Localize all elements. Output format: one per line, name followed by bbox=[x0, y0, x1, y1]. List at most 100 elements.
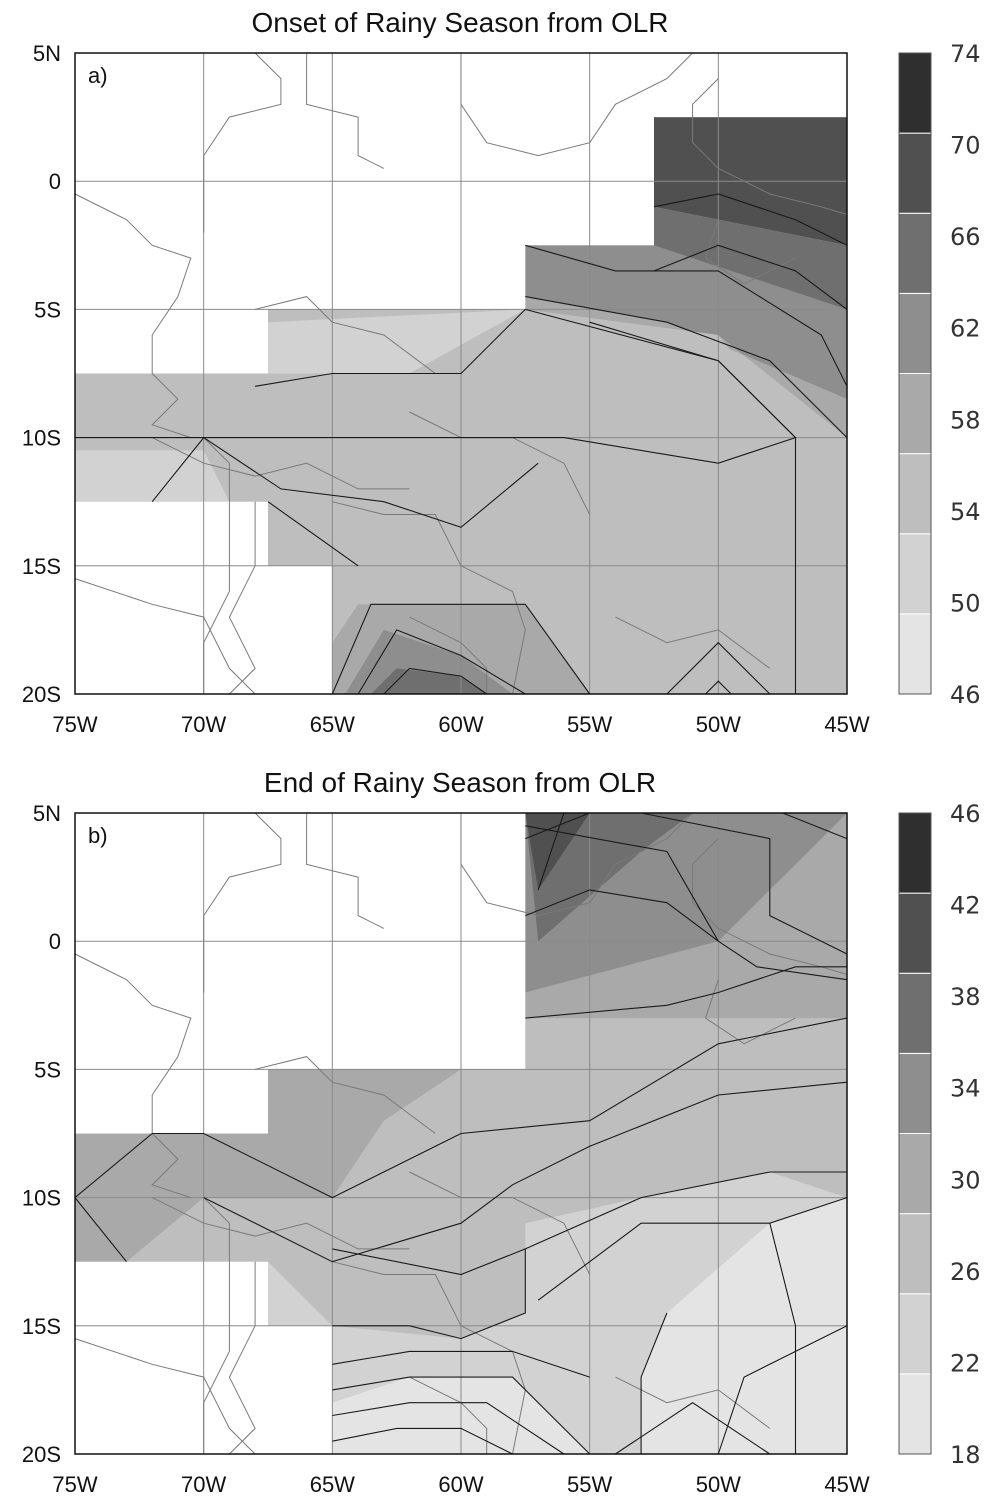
contour-line bbox=[267, 501, 359, 567]
coastline bbox=[203, 52, 282, 233]
coastline bbox=[306, 53, 385, 169]
contour-line bbox=[74, 1197, 127, 1263]
colorbar: 46 50 54 58 62 66 70 74 bbox=[898, 40, 981, 709]
y-tick-label: 20S bbox=[22, 1442, 61, 1467]
colorbar-swatch bbox=[898, 533, 932, 615]
contour-line bbox=[203, 437, 539, 528]
x-tick-label: 50W bbox=[696, 1472, 741, 1497]
colorbar-tick-label: 34 bbox=[950, 1075, 981, 1103]
contour-line bbox=[151, 437, 205, 503]
colorbar-swatch bbox=[898, 613, 932, 695]
contour-line bbox=[203, 1081, 848, 1263]
colorbar-swatch bbox=[898, 1293, 932, 1375]
coastline bbox=[74, 953, 192, 1199]
map-area bbox=[74, 812, 848, 1455]
contour-line bbox=[332, 1427, 513, 1455]
shaded-region bbox=[75, 450, 230, 502]
contour-line bbox=[769, 1223, 797, 1454]
coastline bbox=[203, 437, 230, 694]
colorbar-tick-label: 74 bbox=[950, 40, 981, 68]
coastline bbox=[228, 501, 256, 695]
contour-line bbox=[357, 629, 526, 695]
shaded-region bbox=[75, 309, 796, 528]
coastline bbox=[409, 1171, 591, 1275]
colorbar-swatch bbox=[898, 52, 932, 134]
contour-line bbox=[332, 1171, 847, 1276]
y-tick-label: 5N bbox=[33, 41, 61, 66]
onset-map-svg: Onset of Rainy Season from OLR a) 75W 70W… bbox=[22, 7, 981, 737]
y-tick-label: 10S bbox=[22, 426, 61, 451]
contour-line bbox=[525, 966, 847, 1019]
contour-line bbox=[653, 244, 848, 310]
coastline bbox=[460, 812, 693, 917]
coastline bbox=[228, 1261, 256, 1455]
x-tick-label: 55W bbox=[567, 712, 612, 737]
axes: 75W 70W 65W 60W 55W 50W 45W 5N 0 5S 10S 15S 20S bbox=[22, 801, 870, 1497]
contour-line bbox=[332, 1350, 590, 1378]
coastline bbox=[409, 616, 488, 694]
map-panel-end: End of Rainy Season from OLR b) 75W 70W 65… bbox=[0, 760, 993, 1502]
coastline bbox=[151, 1197, 410, 1250]
y-tick-label: 20S bbox=[22, 682, 61, 707]
shaded-region bbox=[525, 245, 847, 400]
contour-line bbox=[653, 193, 848, 246]
coastline bbox=[692, 78, 848, 215]
colorbar-tick-label: 30 bbox=[950, 1166, 981, 1194]
coastline bbox=[74, 578, 256, 695]
y-tick-label: 5S bbox=[34, 1057, 61, 1082]
colorbar-tick-label: 70 bbox=[950, 132, 981, 160]
y-tick-label: 5N bbox=[33, 801, 61, 826]
colorbar: 18 22 26 30 34 38 42 46 bbox=[898, 800, 981, 1469]
colorbar-swatch bbox=[898, 812, 932, 894]
colorbar-swatch bbox=[898, 453, 932, 535]
axes: 75W 70W 65W 60W 55W 50W 45W 5N 0 5S 10S 15S 20S bbox=[22, 41, 870, 737]
x-tick-label: 45W bbox=[824, 712, 869, 737]
colorbar-tick-label: 58 bbox=[950, 406, 981, 434]
x-tick-label: 60W bbox=[438, 712, 483, 737]
x-tick-label: 60W bbox=[438, 1472, 483, 1497]
plot-frame bbox=[74, 812, 848, 1455]
coastline bbox=[74, 193, 192, 439]
map-panel-onset: Onset of Rainy Season from OLR a) 75W 70W… bbox=[0, 0, 993, 750]
contour-line bbox=[615, 1402, 771, 1455]
contour-line bbox=[525, 825, 719, 942]
contour-line bbox=[74, 1017, 848, 1199]
colorbar-frame bbox=[898, 52, 932, 695]
contour-line bbox=[255, 309, 526, 387]
coastline bbox=[704, 979, 796, 1045]
colorbar-tick-label: 46 bbox=[950, 800, 981, 828]
contour-line bbox=[331, 603, 591, 695]
contour-line bbox=[75, 308, 797, 464]
contour-line bbox=[537, 1197, 848, 1301]
x-tick-label: 70W bbox=[181, 1472, 226, 1497]
shaded-region bbox=[525, 296, 847, 438]
x-tick-label: 55W bbox=[567, 1472, 612, 1497]
contour-line bbox=[525, 889, 848, 981]
shaded-region bbox=[268, 1018, 847, 1326]
shaded-region bbox=[654, 206, 847, 310]
coastline bbox=[151, 437, 410, 490]
coastline bbox=[704, 219, 796, 285]
end-map-svg: End of Rainy Season from OLR b) 75W 70W 65… bbox=[22, 767, 981, 1497]
coastline bbox=[332, 501, 526, 695]
x-tick-label: 75W bbox=[52, 1472, 97, 1497]
colorbar-tick-label: 50 bbox=[950, 589, 981, 617]
colorbar-swatch bbox=[898, 132, 932, 214]
coastline bbox=[203, 812, 282, 993]
map-title: End of Rainy Season from OLR bbox=[264, 767, 656, 798]
x-tick-label: 65W bbox=[310, 1472, 355, 1497]
y-tick-label: 0 bbox=[49, 929, 61, 954]
y-tick-label: 15S bbox=[22, 554, 61, 579]
contour-line bbox=[640, 812, 848, 955]
x-tick-label: 70W bbox=[181, 712, 226, 737]
coastline bbox=[692, 838, 848, 975]
map-area bbox=[74, 52, 848, 695]
colorbar-tick-label: 66 bbox=[950, 223, 981, 251]
colorbar-tick-label: 18 bbox=[950, 1441, 981, 1469]
contour-line bbox=[332, 1402, 565, 1455]
contour-line bbox=[525, 296, 848, 438]
colorbar-tick-label: 62 bbox=[950, 315, 981, 343]
colorbar-tick-label: 38 bbox=[950, 983, 981, 1011]
x-tick-label: 45W bbox=[824, 1472, 869, 1497]
map-title: Onset of Rainy Season from OLR bbox=[251, 7, 668, 38]
